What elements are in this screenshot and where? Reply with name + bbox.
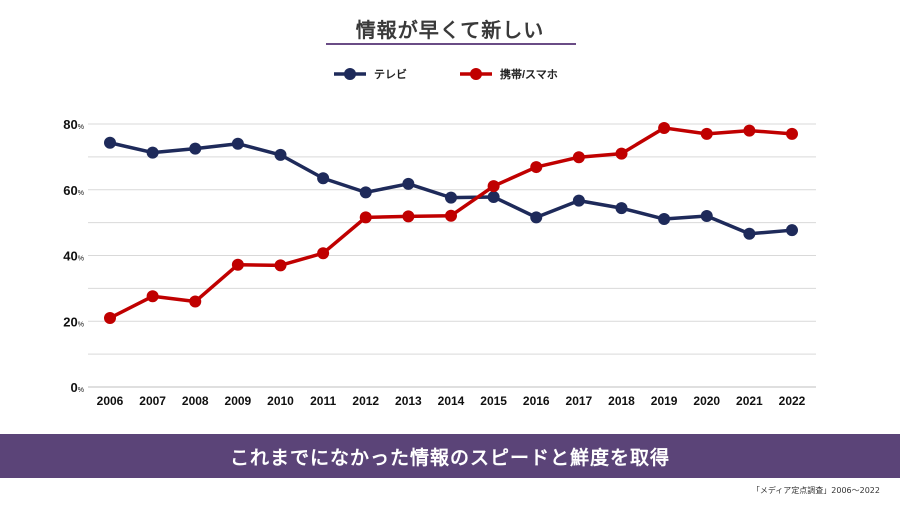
data-point	[658, 121, 671, 134]
data-point	[189, 295, 202, 308]
data-point	[231, 258, 244, 271]
y-tick-label: 20%	[63, 314, 84, 329]
legend-marker	[470, 68, 482, 80]
data-point	[743, 227, 756, 240]
data-point	[615, 147, 628, 160]
data-point	[402, 210, 415, 223]
x-tick-label: 2008	[182, 394, 209, 408]
data-point	[274, 148, 287, 161]
x-tick-label: 2022	[779, 394, 806, 408]
legend-label: テレビ	[374, 67, 407, 81]
data-point	[359, 211, 372, 224]
data-point	[487, 190, 500, 203]
legend-label: 携帯/スマホ	[500, 67, 558, 81]
data-point	[317, 247, 330, 260]
source-note: 「メディア定点調査」2006～2022	[751, 486, 880, 495]
data-point	[572, 194, 585, 207]
data-point	[359, 186, 372, 199]
x-tick-label: 2012	[352, 394, 379, 408]
data-point	[743, 124, 756, 137]
banner-text: これまでになかった情報のスピードと鮮度を取得	[229, 446, 670, 469]
chart-title: 情報が早くて新しい	[355, 18, 545, 42]
data-point	[189, 142, 202, 155]
x-tick-label: 2014	[438, 394, 465, 408]
data-point	[530, 211, 543, 224]
data-point	[487, 180, 500, 193]
data-point	[615, 202, 628, 215]
x-tick-label: 2006	[97, 394, 124, 408]
data-point	[104, 136, 116, 149]
x-tick-label: 2021	[736, 394, 763, 408]
x-tick-label: 2013	[395, 394, 422, 408]
data-point	[700, 210, 713, 223]
title-underline	[326, 43, 576, 45]
data-point	[274, 259, 287, 272]
x-tick-label: 2009	[225, 394, 252, 408]
data-point	[700, 127, 713, 140]
data-point	[104, 311, 116, 324]
y-tick-label: 0%	[71, 380, 84, 395]
x-tick-label: 2020	[693, 394, 720, 408]
data-point	[402, 177, 415, 190]
data-point	[231, 137, 244, 150]
data-point	[445, 191, 457, 204]
x-tick-label: 2015	[480, 394, 507, 408]
data-point	[572, 151, 585, 164]
legend-marker	[344, 68, 356, 80]
data-point	[146, 290, 159, 303]
x-tick-label: 2011	[310, 394, 336, 408]
data-point	[445, 209, 457, 222]
x-tick-label: 2019	[651, 394, 678, 408]
data-point	[658, 213, 671, 226]
data-point	[786, 127, 798, 140]
y-tick-label: 80%	[63, 117, 84, 132]
line-chart: 0% 20% 40% 60% 80% 2006 2007 2008 2009 2010 2011 20…	[63, 67, 816, 408]
x-tick-label: 2007	[139, 394, 166, 408]
x-tick-label: 2018	[608, 394, 635, 408]
y-tick-label: 60%	[63, 183, 84, 198]
x-tick-label: 2017	[566, 394, 593, 408]
data-point	[786, 224, 798, 237]
data-point	[146, 146, 159, 159]
data-point	[530, 161, 543, 174]
y-tick-label: 40%	[63, 249, 84, 264]
data-point	[317, 172, 330, 185]
x-tick-label: 2010	[267, 394, 294, 408]
chart-area: 0% 20% 40% 60% 80% 2006 2007 2008 2009 2010 2011 20…	[63, 67, 816, 408]
banner: これまでになかった情報のスピードと鮮度を取得	[0, 434, 900, 478]
x-tick-label: 2016	[523, 394, 550, 408]
